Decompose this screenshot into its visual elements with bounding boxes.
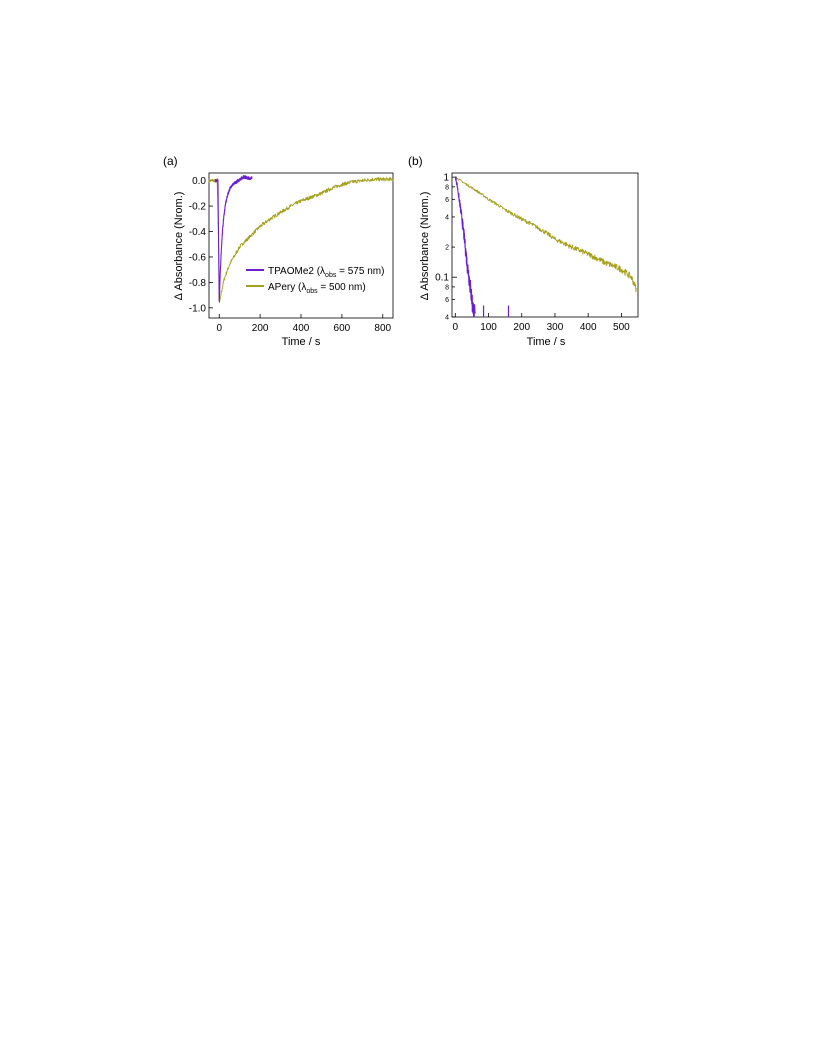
panel-a-y-tick-label: -1.0 — [189, 303, 207, 314]
panel-b-x-tick-label: 100 — [480, 322, 497, 333]
panel-b-y-minor-tick-label: 4 — [445, 214, 449, 221]
panel-a-x-tick-label: 800 — [374, 323, 391, 334]
panel-a-y-tick-label: -0.4 — [189, 227, 207, 238]
panel-b-label: (b) — [408, 154, 423, 168]
panel-b-series-line-apery — [454, 177, 637, 293]
panel-b-y-axis-title: Δ Absorbance (Nrom.) — [419, 192, 431, 301]
panel-b-x-ticks: 0 100 200 300 400 500 — [453, 313, 630, 333]
panel-b-x-tick-label: 500 — [613, 322, 630, 333]
panel-b-series-line-tpaome2 — [454, 176, 476, 318]
panel-a-series — [208, 175, 394, 304]
panel-a-y-tick-label: -0.8 — [189, 278, 207, 289]
panel-b-y-minor-tick-label: 6 — [445, 297, 449, 304]
panel-b-y-minor-tick-label: 8 — [445, 184, 449, 191]
panel-b-y-minor-tick-label: 2 — [445, 245, 449, 252]
legend-label-tpaome2: TPAOMe2 (λobs = 575 nm) — [268, 266, 384, 279]
panel-a-frame — [208, 172, 394, 319]
panel-b-x-axis-title: Time / s — [527, 336, 566, 348]
panel-b-frame — [451, 172, 639, 318]
panel-a-x-axis-title: Time / s — [282, 336, 321, 348]
panel-b-y-minor-tick-label: 6 — [445, 197, 449, 204]
panel-a-legend: TPAOMe2 (λobs = 575 nm) APery (λobs = 50… — [246, 266, 384, 295]
panel-a-series-line-apery — [208, 177, 394, 304]
panel-a-label: (a) — [163, 154, 178, 168]
panel-b-x-tick-label: 300 — [547, 322, 564, 333]
panel-a-series-line-tpaome2 — [214, 175, 253, 303]
panel-a-y-tick-label: -0.6 — [189, 252, 207, 263]
panel-b-x-tick-label: 400 — [580, 322, 597, 333]
panel-b-y-major-tick-label: 1 — [443, 173, 449, 184]
panel-b-y-major-tick-label: 0.1 — [435, 273, 449, 284]
panel-a-y-tick-label: -0.2 — [189, 202, 207, 213]
panel-a-x-ticks: 0 200 400 600 800 — [216, 314, 392, 334]
panel-a-x-tick-label: 0 — [216, 323, 222, 334]
panel-a-y-tick-label: 0.0 — [192, 176, 206, 187]
panel-a-x-tick-label: 200 — [252, 323, 269, 334]
panel-a-y-axis-title: Δ Absorbance (Nrom.) — [173, 192, 185, 301]
panel-b-x-tick-label: 0 — [453, 322, 459, 333]
panel-a-x-tick-label: 600 — [334, 323, 351, 334]
panel-a-x-tick-label: 400 — [293, 323, 310, 334]
panel-b-series — [454, 176, 637, 318]
panel-b-x-tick-label: 200 — [513, 322, 530, 333]
panel-a: (a) 0 200 400 600 800 0.0 -0.2 -0.4 -0.6 -0.8 -1.… — [163, 154, 394, 348]
panel-b-y-minor-tick-label: 8 — [445, 284, 449, 291]
legend-label-apery: APery (λobs = 500 nm) — [268, 282, 366, 295]
panel-b-y-minor-tick-label: 4 — [445, 315, 449, 322]
